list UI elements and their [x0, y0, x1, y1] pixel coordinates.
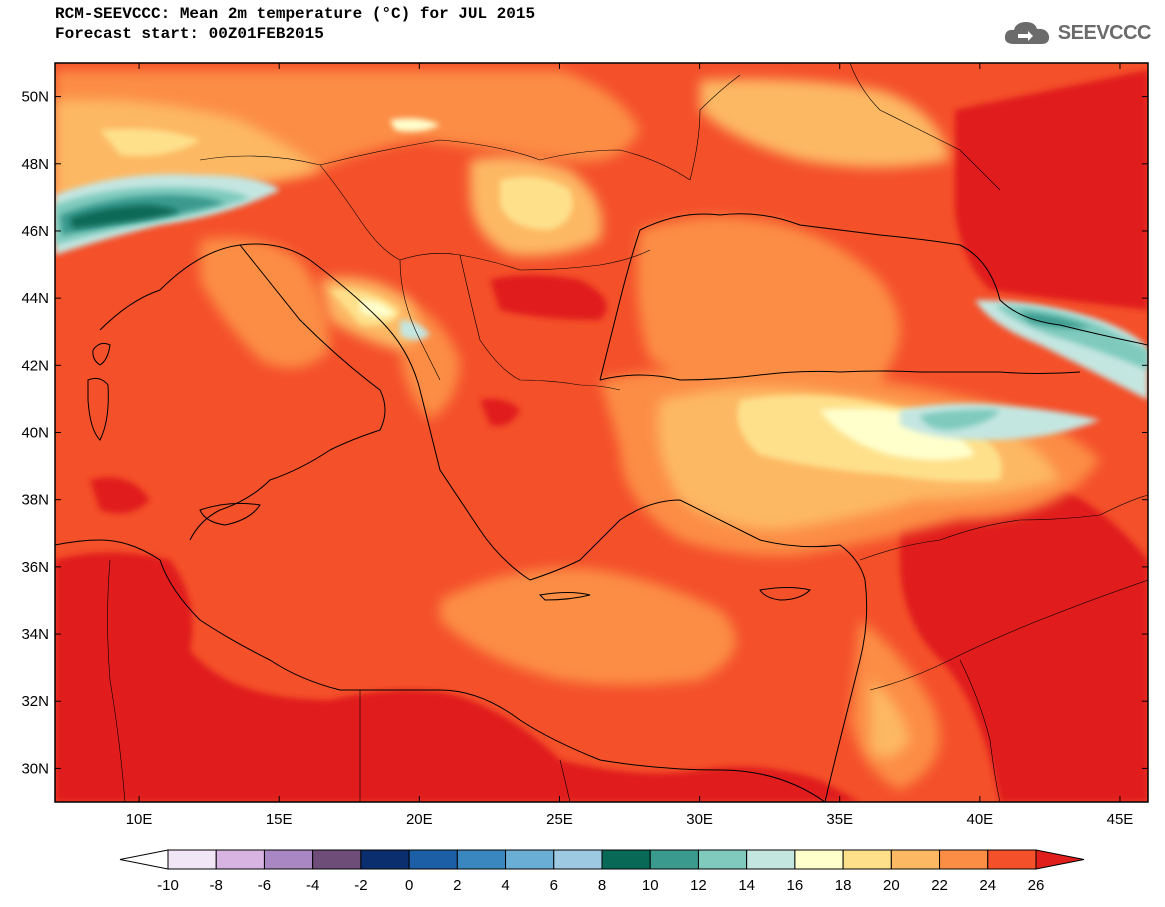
colorbar-swatch	[746, 849, 796, 870]
colorbar-swatch	[890, 849, 941, 870]
colorbar-label: 0	[405, 877, 413, 894]
colorbar-label: -4	[306, 877, 319, 894]
colorbar-label: -8	[210, 877, 223, 894]
colorbar-label: 26	[1028, 877, 1045, 894]
lon-label: 30E	[686, 811, 713, 828]
colorbar-over-triangle	[1035, 849, 1085, 870]
lat-label: 36N	[21, 559, 49, 576]
colorbar-swatch	[601, 849, 651, 870]
colorbar-label: 16	[787, 877, 804, 894]
temperature-field	[55, 63, 1148, 802]
colorbar-label: 14	[738, 877, 755, 894]
colorbar-label: 22	[931, 877, 948, 894]
colorbar-swatch	[263, 849, 314, 870]
lon-label: 25E	[546, 811, 573, 828]
lat-label: 30N	[21, 760, 49, 777]
lat-label: 42N	[21, 357, 49, 374]
country-borders	[107, 63, 1148, 802]
colorbar-label: -2	[354, 877, 367, 894]
colorbar-label: -6	[258, 877, 271, 894]
lon-label: 20E	[406, 811, 433, 828]
colorbar-swatch	[939, 849, 989, 870]
cloud-icon	[1004, 22, 1049, 44]
lat-label: 38N	[21, 492, 49, 509]
coastlines	[55, 213, 1148, 802]
latitude-axis: 50N 48N 46N 44N 42N 40N 38N 36N 34N 32N 30N	[21, 89, 1148, 777]
colorbar-swatch	[842, 849, 892, 870]
colorbar-label: 8	[598, 877, 606, 894]
forecast-start-subtitle: Forecast start: 00Z01FEB2015	[55, 25, 324, 43]
colorbar-swatch	[456, 849, 507, 870]
colorbar-label: 12	[690, 877, 707, 894]
colorbar-swatch	[987, 849, 1037, 870]
colorbar-label: 24	[979, 877, 996, 894]
colorbar-label: 4	[501, 877, 509, 894]
colorbar-swatch	[553, 849, 603, 870]
seevccc-logo: SEEVCCC	[1002, 18, 1152, 48]
lon-label: 35E	[826, 811, 853, 828]
colorbar-swatch	[649, 849, 699, 870]
logo-text: SEEVCCC	[1057, 21, 1152, 44]
colorbar-label: 18	[835, 877, 852, 894]
colorbar-swatch	[360, 849, 410, 870]
colorbar: -10 -8 -6 -4 -2 0 2 4 6 8 10 12 14 16 18 20 22 24 26	[119, 849, 1085, 894]
lon-label: 45E	[1107, 811, 1134, 828]
colorbar-swatch	[215, 849, 265, 870]
lat-label: 34N	[21, 626, 49, 643]
longitude-axis: 10E 15E 20E 25E 30E 35E 40E 45E	[126, 63, 1134, 828]
colorbar-swatch	[312, 849, 362, 870]
colorbar-under-triangle	[119, 849, 169, 870]
lon-label: 15E	[266, 811, 293, 828]
colorbar-label: 20	[883, 877, 900, 894]
colorbar-label: -10	[157, 877, 179, 894]
colorbar-swatch	[697, 849, 748, 870]
colorbar-label: 2	[453, 877, 461, 894]
lat-label: 48N	[21, 156, 49, 173]
colorbar-swatch	[167, 849, 217, 870]
colorbar-label: 10	[642, 877, 659, 894]
lat-label: 50N	[21, 89, 49, 106]
colorbar-label: 6	[550, 877, 558, 894]
lat-label: 40N	[21, 425, 49, 442]
colorbar-swatch	[794, 849, 844, 870]
lat-label: 44N	[21, 290, 49, 307]
map-title: RCM-SEEVCCC: Mean 2m temperature (°C) fo…	[55, 5, 536, 23]
colorbar-swatch	[505, 849, 555, 870]
colorbar-swatch	[408, 849, 458, 870]
lat-label: 46N	[21, 223, 49, 240]
lon-label: 40E	[966, 811, 993, 828]
lon-label: 10E	[126, 811, 153, 828]
lat-label: 32N	[21, 693, 49, 710]
